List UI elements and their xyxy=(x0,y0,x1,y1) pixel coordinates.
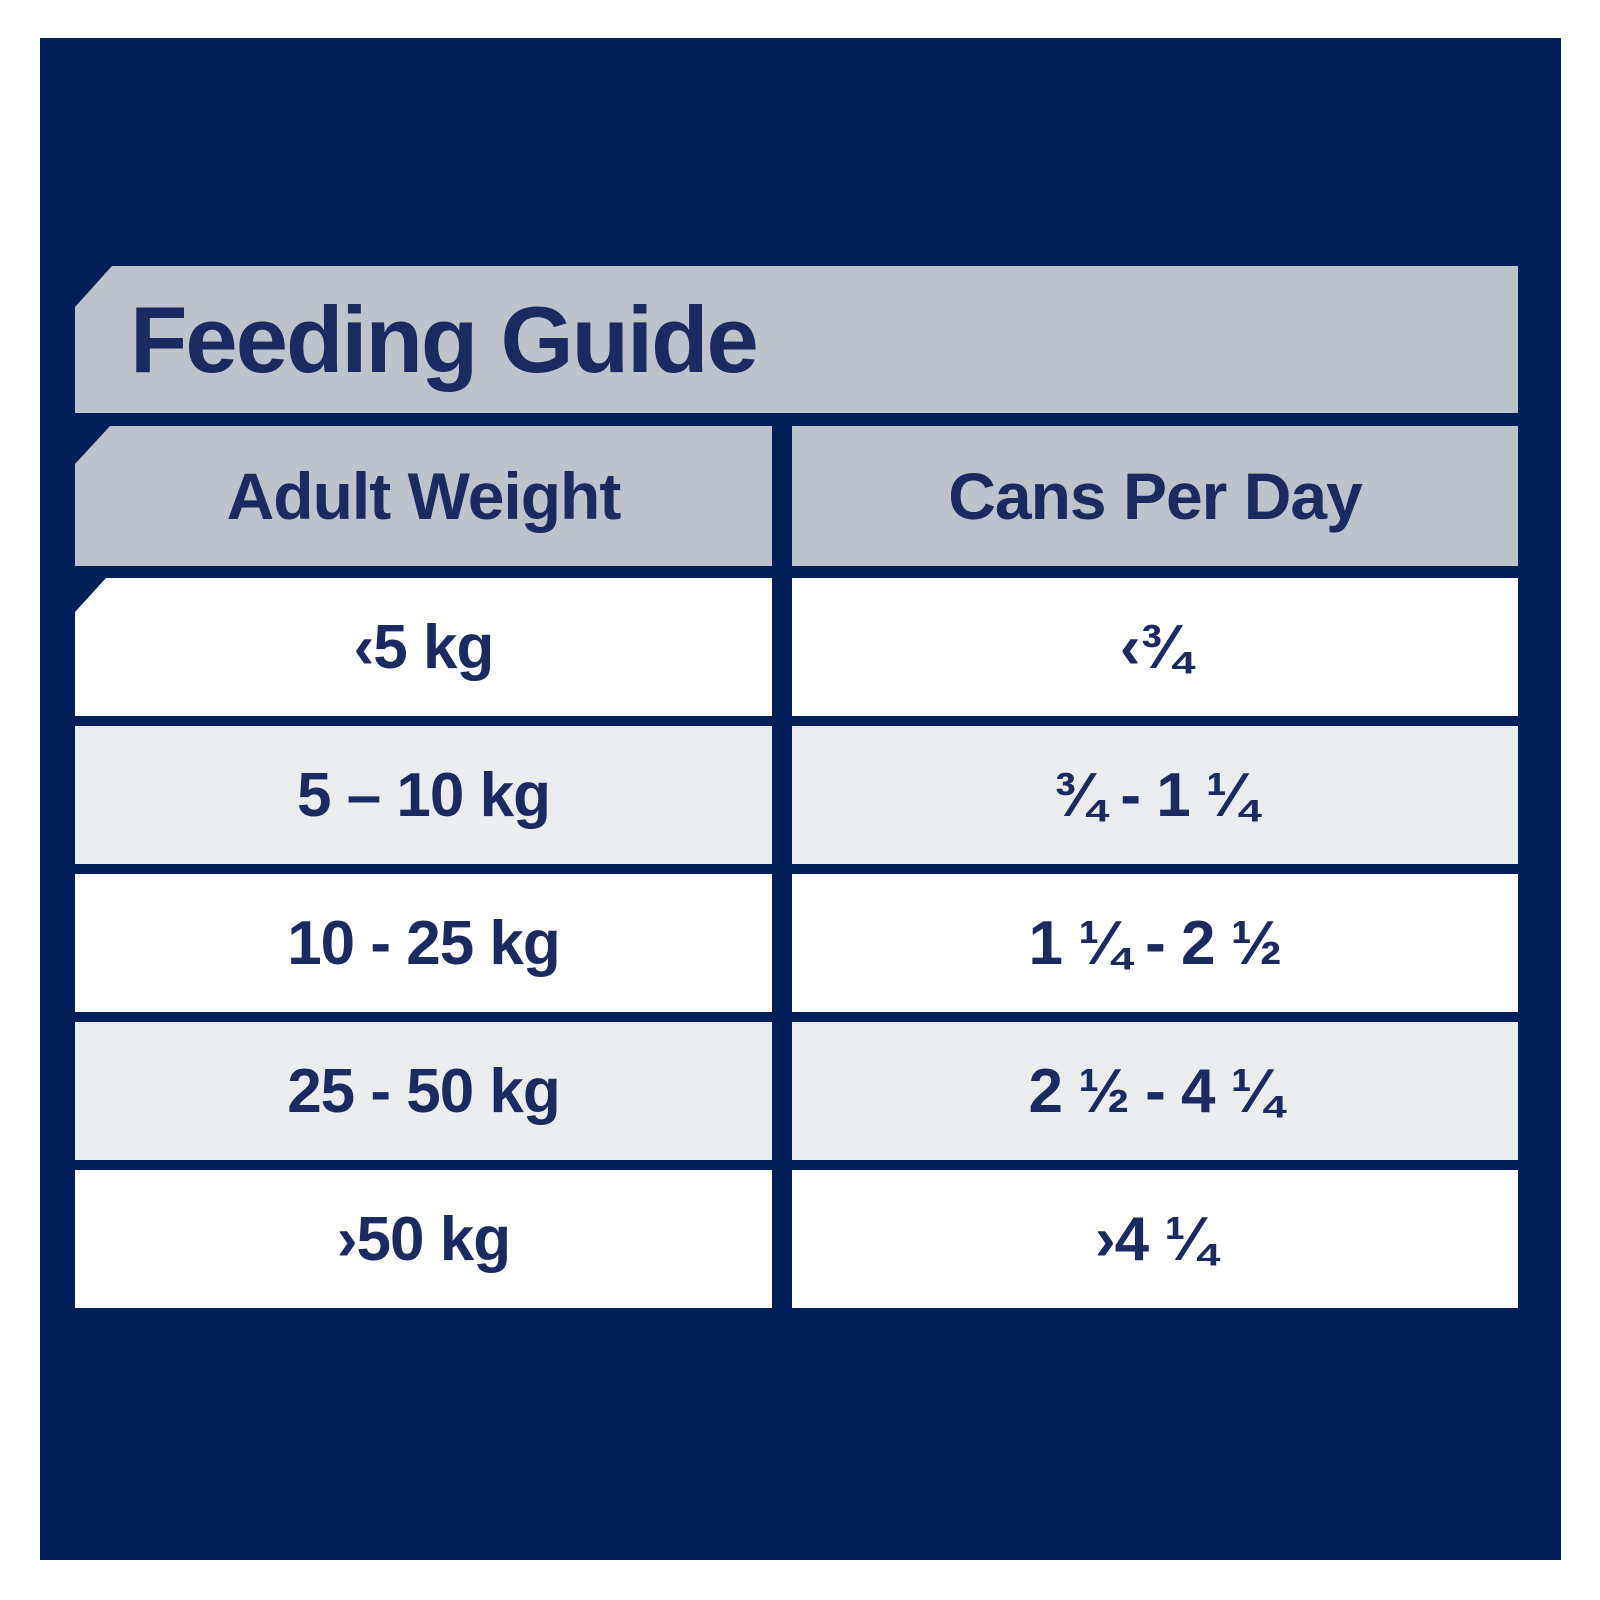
cans-cell-4: 2 ½ - 4 ¼ xyxy=(792,1022,1518,1160)
weight-cell-2: 5 – 10 kg xyxy=(75,726,772,864)
cans-cell-3: 1 ¼ - 2 ½ xyxy=(792,874,1518,1012)
feeding-table-header-row: Adult Weight Cans Per Day xyxy=(75,426,1518,566)
feeding-guide-title: Feeding Guide xyxy=(130,286,759,392)
feeding-guide-panel: Feeding Guide Adult Weight Cans Per Day … xyxy=(40,38,1561,1560)
weight-cell-3: 10 - 25 kg xyxy=(75,874,772,1012)
cans-cell-1: ‹¾ xyxy=(792,578,1518,716)
weight-cell-5: ›50 kg xyxy=(75,1170,772,1308)
cans-cell-2: ¾ - 1 ¼ xyxy=(792,726,1518,864)
feeding-guide-title-banner: Feeding Guide xyxy=(75,266,1518,413)
cans-cell-5: ›4 ¼ xyxy=(792,1170,1518,1308)
weight-cell-1: ‹5 kg xyxy=(75,578,772,716)
column-header-adult-weight: Adult Weight xyxy=(75,426,772,566)
column-header-cans-per-day: Cans Per Day xyxy=(792,426,1518,566)
weight-cell-4: 25 - 50 kg xyxy=(75,1022,772,1160)
feeding-table-body: ‹5 kg ‹¾ 5 – 10 kg ¾ - 1 ¼ 10 - 25 kg 1 … xyxy=(75,578,1518,1308)
